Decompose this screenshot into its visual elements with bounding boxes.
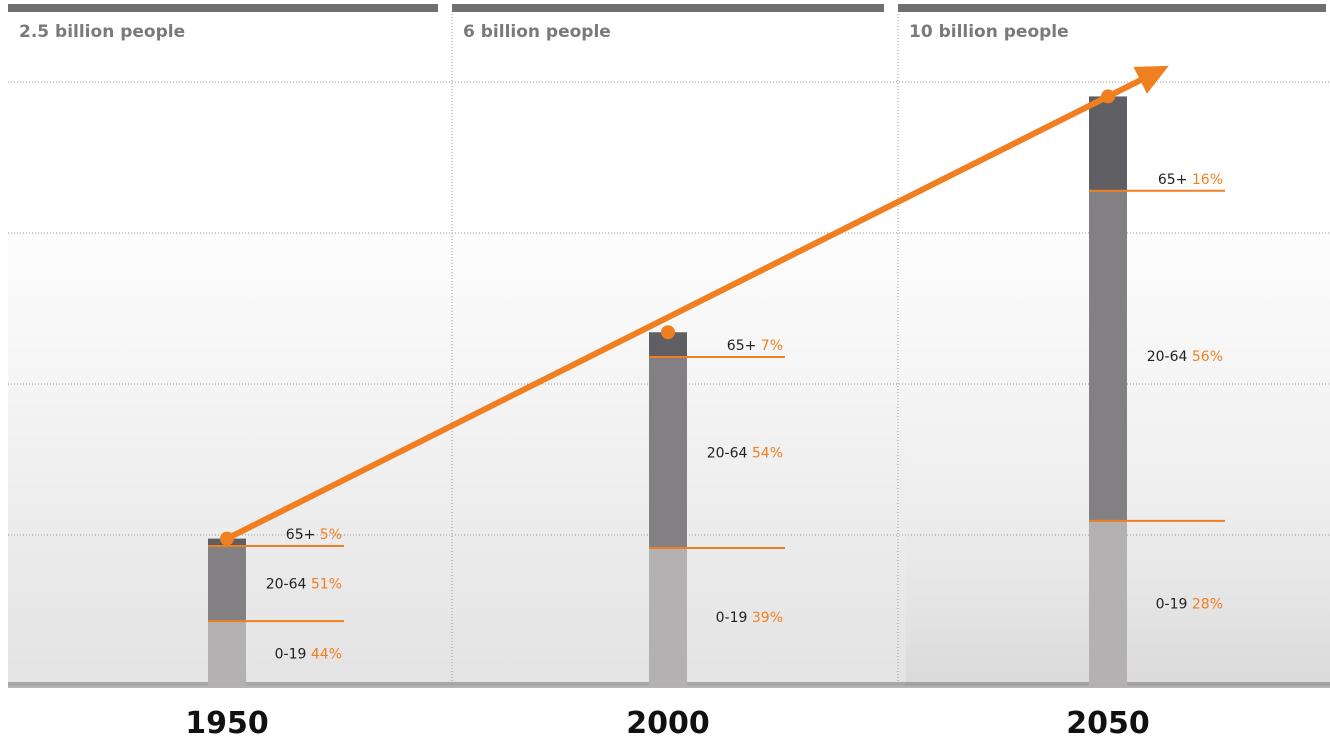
segment-label-value: 28% — [1192, 596, 1223, 612]
segment-label-value: 5% — [320, 527, 342, 543]
bar-segment-0-19 — [1089, 520, 1127, 686]
segment-label-65+: 65+ 5% — [286, 527, 342, 543]
segment-label-0-19: 0-19 44% — [275, 647, 342, 663]
segment-label-0-19: 0-19 28% — [1156, 596, 1223, 612]
segment-label-65+: 65+ 7% — [727, 338, 783, 354]
segment-label-name: 20-64 — [266, 577, 311, 593]
trend-line — [224, 77, 1144, 542]
segment-label-0-19: 0-19 39% — [716, 610, 783, 626]
bar-segment-20-64 — [1089, 190, 1127, 521]
segment-label-value: 44% — [311, 647, 342, 663]
segment-label-value: 54% — [752, 446, 783, 462]
trend-arrowhead — [1133, 65, 1169, 94]
segment-label-65+: 65+ 16% — [1158, 172, 1223, 188]
year-label: 2000 — [626, 706, 710, 741]
segment-label-20-64: 20-64 51% — [266, 577, 342, 593]
segment-label-name: 0-19 — [716, 610, 752, 626]
age-segment-labels: 0-19 44% 20-64 51% 65+ 5% 0-19 39% 20-64 54%… — [266, 172, 1223, 663]
segment-label-20-64: 20-64 54% — [707, 446, 783, 462]
trend-point — [661, 325, 675, 340]
segment-label-name: 0-19 — [1156, 596, 1192, 612]
trend-point — [1101, 89, 1115, 104]
header-bar — [898, 4, 1326, 12]
year-axis: 1950 2000 2050 — [185, 706, 1150, 741]
segment-label-value: 7% — [761, 338, 783, 354]
population-header: 2.5 billion people — [19, 22, 185, 42]
segment-label-20-64: 20-64 56% — [1147, 349, 1223, 365]
segment-label-name: 65+ — [727, 338, 761, 354]
segment-label-name: 20-64 — [1147, 349, 1192, 365]
segment-label-name: 65+ — [286, 527, 320, 543]
segment-label-name: 20-64 — [707, 446, 752, 462]
bar-segment-0-19 — [649, 548, 687, 686]
age-bars — [208, 96, 1225, 686]
segment-label-name: 65+ — [1158, 172, 1192, 188]
bar-segment-20-64 — [208, 545, 246, 622]
year-label: 2050 — [1066, 706, 1150, 741]
header-bar — [452, 4, 884, 12]
segment-label-name: 0-19 — [275, 647, 311, 663]
population-header: 6 billion people — [463, 22, 611, 42]
segment-label-value: 16% — [1192, 172, 1223, 188]
population-trend-arrow — [220, 65, 1169, 546]
segment-label-value: 51% — [311, 577, 342, 593]
header-bar — [8, 4, 438, 12]
year-label: 1950 — [185, 706, 269, 741]
bar-segment-0-19 — [208, 621, 246, 686]
population-header: 10 billion people — [909, 22, 1069, 42]
population-headers: 2.5 billion people 6 billion people 10 bil… — [8, 4, 1326, 42]
bar-segment-65+ — [1089, 96, 1127, 191]
bar-segment-20-64 — [649, 357, 687, 549]
trend-point — [220, 531, 234, 546]
segment-label-value: 56% — [1192, 349, 1223, 365]
segment-label-value: 39% — [752, 610, 783, 626]
